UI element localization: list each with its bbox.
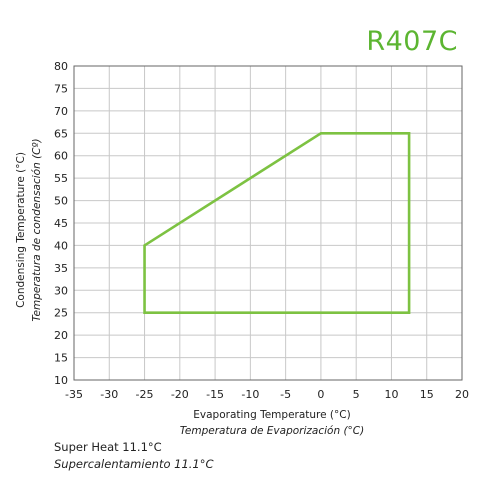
y-tick-label: 55 xyxy=(54,172,68,185)
y-tick-label: 75 xyxy=(54,82,68,95)
y-tick-label: 50 xyxy=(54,195,68,208)
x-tick-label: -15 xyxy=(206,388,224,401)
envelope-line xyxy=(143,131,411,315)
x-tick-label: 5 xyxy=(353,388,360,401)
y-tick-label: 65 xyxy=(54,127,68,140)
y-tick-label: 80 xyxy=(54,60,68,73)
x-tick-label: -10 xyxy=(241,388,259,401)
y-tick-label: 20 xyxy=(54,329,68,342)
x-tick-label: 0 xyxy=(317,388,324,401)
superheat-note: Super Heat 11.1°C xyxy=(54,440,162,454)
y-tick-label: 15 xyxy=(54,352,68,365)
envelope-series xyxy=(143,131,411,315)
y-tick-label: 35 xyxy=(54,262,68,275)
y-tick-label: 60 xyxy=(54,150,68,163)
plot-frame xyxy=(73,65,463,381)
x-tick-label: 15 xyxy=(420,388,434,401)
x-tick-label: 20 xyxy=(455,388,469,401)
y-axis-label-es: Temperatura de condensación (Cº) xyxy=(31,138,43,321)
y-tick-label: 45 xyxy=(54,217,68,230)
y-tick-label: 70 xyxy=(54,105,68,118)
superheat-note-es: Supercalentamiento 11.1°C xyxy=(54,457,214,471)
x-tick-label: -5 xyxy=(280,388,291,401)
x-axis-label-es: Temperatura de Evaporización (°C) xyxy=(180,425,364,437)
y-axis-label: Condensing Temperature (°C) xyxy=(15,152,27,308)
y-tick-label: 40 xyxy=(54,239,68,252)
y-tick-label: 25 xyxy=(54,307,68,320)
y-tick-label: 10 xyxy=(54,374,68,387)
x-tick-label: -30 xyxy=(100,388,118,401)
axes: -35 -30 -25 -20 -15 -10 -5 0 5 10 15 20 10 15 20 25 30 35… xyxy=(54,60,469,401)
x-tick-label: 10 xyxy=(384,388,398,401)
grid xyxy=(74,66,462,380)
x-tick-label: -35 xyxy=(65,388,83,401)
x-tick-label: -20 xyxy=(171,388,189,401)
axis-labels: Evaporating Temperature (°C) Temperatura… xyxy=(15,138,364,437)
y-tick-label: 30 xyxy=(54,284,68,297)
x-axis-label: Evaporating Temperature (°C) xyxy=(193,409,350,421)
chart-title: R407C xyxy=(366,26,458,57)
x-tick-label: -25 xyxy=(136,388,154,401)
